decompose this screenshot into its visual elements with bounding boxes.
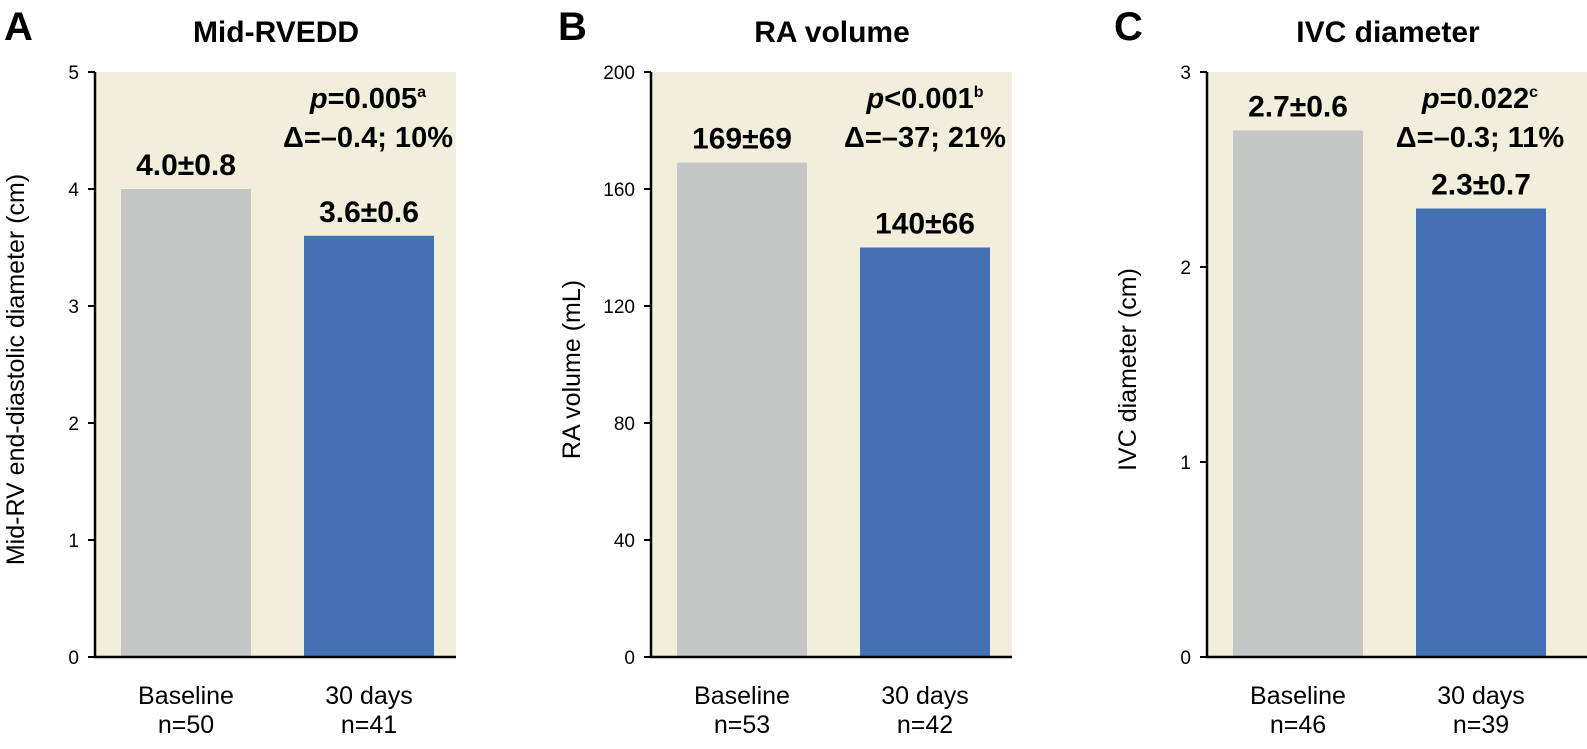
chart-panel-c: 0 1 2 3 IVC diameter (cm) C IVC diameter Baseli…: [1114, 5, 1587, 739]
y-axis-title: RA volume (mL): [558, 280, 586, 459]
bar-baseline: [1233, 130, 1363, 657]
x-category-label: 30 days: [1437, 682, 1525, 710]
p-value-label: p=0.005a: [309, 83, 426, 115]
y-tick-label: 5: [68, 63, 79, 84]
y-axis-title: Mid-RV end-diastolic diameter (cm): [2, 174, 30, 565]
bar-30-days: [1416, 208, 1546, 657]
y-tick-label: 3: [1180, 63, 1191, 84]
chart-panel-a: 0 1 2 3 4 5 Mid-RV end-diastolic diameter (cm)…: [2, 5, 456, 739]
bar-value-label: 169±69: [692, 123, 792, 156]
panel-title: Mid-RVEDD: [193, 16, 359, 49]
p-value-label: p=0.022c: [1421, 83, 1538, 115]
x-sample-size-label: n=46: [1270, 711, 1326, 739]
delta-label: Δ=–0.4; 10%: [283, 122, 453, 154]
x-category-label: 30 days: [881, 682, 969, 710]
chart-panel-b: 0 40 80 120 160 200 RA volume (mL) B RA volume Ba…: [558, 5, 1012, 739]
panel-letter: B: [558, 5, 587, 49]
y-tick-label: 80: [614, 414, 635, 435]
p-value-label: p<0.001b: [865, 83, 983, 115]
bar-30-days: [304, 235, 434, 658]
y-tick-label: 3: [68, 297, 79, 318]
panel-letter: A: [4, 5, 33, 49]
y-tick-label: 2: [1180, 258, 1191, 279]
y-tick-label: 4: [68, 180, 79, 201]
x-sample-size-label: n=41: [341, 711, 397, 739]
x-category-label: 30 days: [325, 682, 413, 710]
x-sample-size-label: n=42: [897, 711, 953, 739]
x-category-label: Baseline: [138, 682, 234, 710]
bar-baseline: [677, 162, 807, 658]
y-tick-label: 200: [603, 63, 635, 84]
y-tick-label: 1: [1180, 453, 1191, 474]
y-tick-label: 40: [614, 531, 635, 552]
y-tick-label: 0: [624, 648, 635, 669]
bar-30-days: [860, 247, 990, 657]
bar-baseline: [121, 189, 251, 657]
bar-value-label: 2.7±0.6: [1248, 91, 1348, 124]
y-tick-label: 2: [68, 414, 79, 435]
y-tick-label: 160: [603, 180, 635, 201]
panel-letter: C: [1114, 5, 1143, 49]
bar-value-label: 4.0±0.8: [136, 149, 236, 182]
x-sample-size-label: n=50: [158, 711, 214, 739]
delta-label: Δ=–37; 21%: [844, 122, 1006, 154]
y-axis-title: IVC diameter (cm): [1114, 268, 1142, 471]
panel-title: IVC diameter: [1296, 16, 1480, 49]
x-sample-size-label: n=53: [714, 711, 770, 739]
x-sample-size-label: n=39: [1453, 711, 1509, 739]
bar-value-label: 2.3±0.7: [1431, 169, 1531, 202]
x-category-label: Baseline: [694, 682, 790, 710]
panel-title: RA volume: [754, 16, 910, 49]
y-tick-label: 0: [1180, 648, 1191, 669]
y-tick-label: 0: [68, 648, 79, 669]
bar-value-label: 140±66: [875, 208, 975, 241]
y-tick-label: 1: [68, 531, 79, 552]
x-category-label: Baseline: [1250, 682, 1346, 710]
y-tick-label: 120: [603, 297, 635, 318]
bar-value-label: 3.6±0.6: [319, 196, 419, 229]
delta-label: Δ=–0.3; 11%: [1396, 122, 1565, 154]
